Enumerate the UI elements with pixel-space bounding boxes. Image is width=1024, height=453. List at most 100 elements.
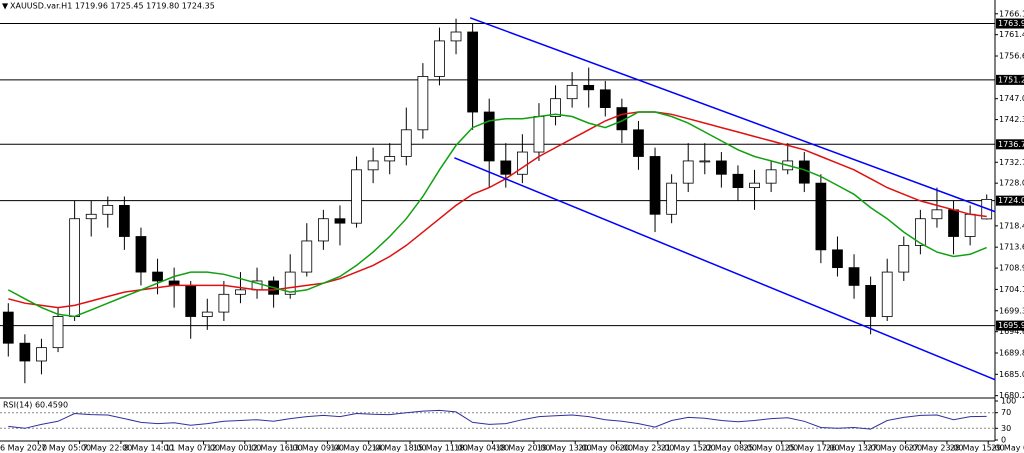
candle-body [815, 182, 827, 251]
candle-body [317, 218, 329, 242]
rsi-line [8, 409, 987, 430]
candle-body [550, 98, 561, 117]
x-tick-label: 27 May 06:00 [867, 444, 922, 453]
candle-body [384, 156, 396, 162]
candle-body [69, 218, 81, 317]
candle-body [119, 204, 130, 237]
x-tick-label: 20 May 06:00 [578, 444, 633, 453]
y-tick-label: 1704.10 [999, 285, 1024, 294]
candle-body [798, 160, 810, 184]
price-level-label: 1695.96 [998, 321, 1024, 330]
candle-body [201, 311, 213, 317]
rsi-tick-label: 0 [1001, 436, 1006, 445]
y-tick-label: 1766.10 [999, 9, 1024, 18]
chart-header: XAUUSD.var.H1 1719.96 1725.45 1719.80 17… [10, 2, 215, 11]
candle-body [102, 204, 114, 215]
y-tick-label: 1685.00 [999, 370, 1024, 379]
x-tick-label: 19 May 13:00 [537, 444, 592, 453]
x-tick-label: 27 May 23:00 [909, 444, 964, 453]
y-tick-label: 1708.90 [999, 264, 1024, 273]
price-level-tag [996, 320, 1024, 331]
y-tick-label: 1761.40 [999, 30, 1024, 39]
price-level-tag [996, 18, 1024, 29]
x-tick-label: 28 May 15:00 [950, 444, 1005, 453]
candle-body [881, 271, 893, 317]
candle-body [865, 285, 877, 317]
y-tick-label: 1742.30 [999, 115, 1024, 124]
y-tick-label: 1694.60 [999, 327, 1024, 336]
candle-body [500, 160, 512, 175]
price-level-label: 1751.23 [998, 75, 1024, 84]
candle-body [517, 151, 528, 175]
x-tick-label: 21 May 15:00 [661, 444, 716, 453]
price-level-label: 1736.74 [998, 140, 1024, 149]
price-level-label: 1763.91 [998, 19, 1024, 28]
rsi-tick-label: 30 [1001, 424, 1011, 433]
candle-body [633, 129, 644, 157]
candle-body [351, 169, 362, 224]
candle-body [400, 129, 412, 157]
moving-average [7, 111, 987, 318]
x-tick-label: 20 May 23:00 [620, 444, 675, 453]
trend-line [469, 17, 996, 213]
x-tick-label: 8 May 14:00 [124, 444, 174, 453]
candle-body [749, 182, 760, 189]
x-tick-label: 15 May 11:00 [413, 444, 468, 453]
y-tick-label: 1718.40 [999, 221, 1024, 230]
candle-body [85, 213, 97, 220]
candle-body [948, 209, 959, 237]
candle-body [467, 31, 478, 113]
candle-body [152, 271, 163, 282]
x-tick-label: 18 May 20:00 [496, 444, 551, 453]
candle-body [2, 311, 14, 344]
moving-average [8, 111, 987, 309]
rsi-tick-label: 70 [1001, 408, 1011, 417]
candle-body [599, 89, 611, 108]
candle-body [566, 84, 578, 100]
x-tick-label: 11 May 07:00 [165, 444, 220, 453]
candle-body [235, 289, 246, 295]
x-tick-label: 7 May 22:00 [83, 444, 133, 453]
x-tick-label: 6 May 2020 [0, 444, 47, 453]
candle-body [699, 160, 711, 163]
menu-arrow[interactable]: ▼ [2, 2, 9, 11]
candle-body [848, 267, 860, 286]
candle-body [483, 111, 495, 162]
candle-body [732, 173, 744, 189]
rsi-tick-label: 100 [1001, 397, 1016, 406]
candle-body [301, 240, 313, 273]
x-tick-label: 13 May 09:00 [289, 444, 344, 453]
candle-body [334, 218, 346, 224]
candle-body [964, 213, 976, 237]
candle-body [533, 116, 545, 153]
y-tick-label: 1713.60 [999, 243, 1024, 252]
candle-body [218, 293, 230, 313]
x-tick-label: 18 May 04:00 [454, 444, 509, 453]
y-tick-label: 1756.60 [999, 52, 1024, 61]
y-tick-label: 1680.20 [999, 391, 1024, 400]
candle-body [931, 209, 943, 220]
y-tick-label: 1699.30 [999, 306, 1024, 315]
candle-body [367, 160, 379, 171]
price-level-tag [996, 74, 1024, 85]
candle-body [649, 156, 661, 215]
price-level-tag [996, 139, 1024, 150]
candle-body [185, 285, 197, 317]
candle-body [135, 236, 147, 273]
candle-body [19, 342, 31, 362]
candle-body [52, 316, 64, 349]
x-tick-label: 12 May 16:00 [248, 444, 303, 453]
candle-body [765, 169, 777, 184]
y-tick-label: 1728.00 [999, 179, 1024, 188]
x-tick-label: 25 May 01:00 [743, 444, 798, 453]
x-tick-label: 7 May 05:00 [41, 444, 91, 453]
candle-body [898, 245, 910, 273]
candle-body [450, 31, 462, 42]
x-tick-label: 14 May 02:00 [330, 444, 385, 453]
trend-line [454, 157, 996, 381]
candle-body [417, 76, 429, 131]
candle-body [682, 160, 694, 184]
candle-body [284, 271, 296, 295]
